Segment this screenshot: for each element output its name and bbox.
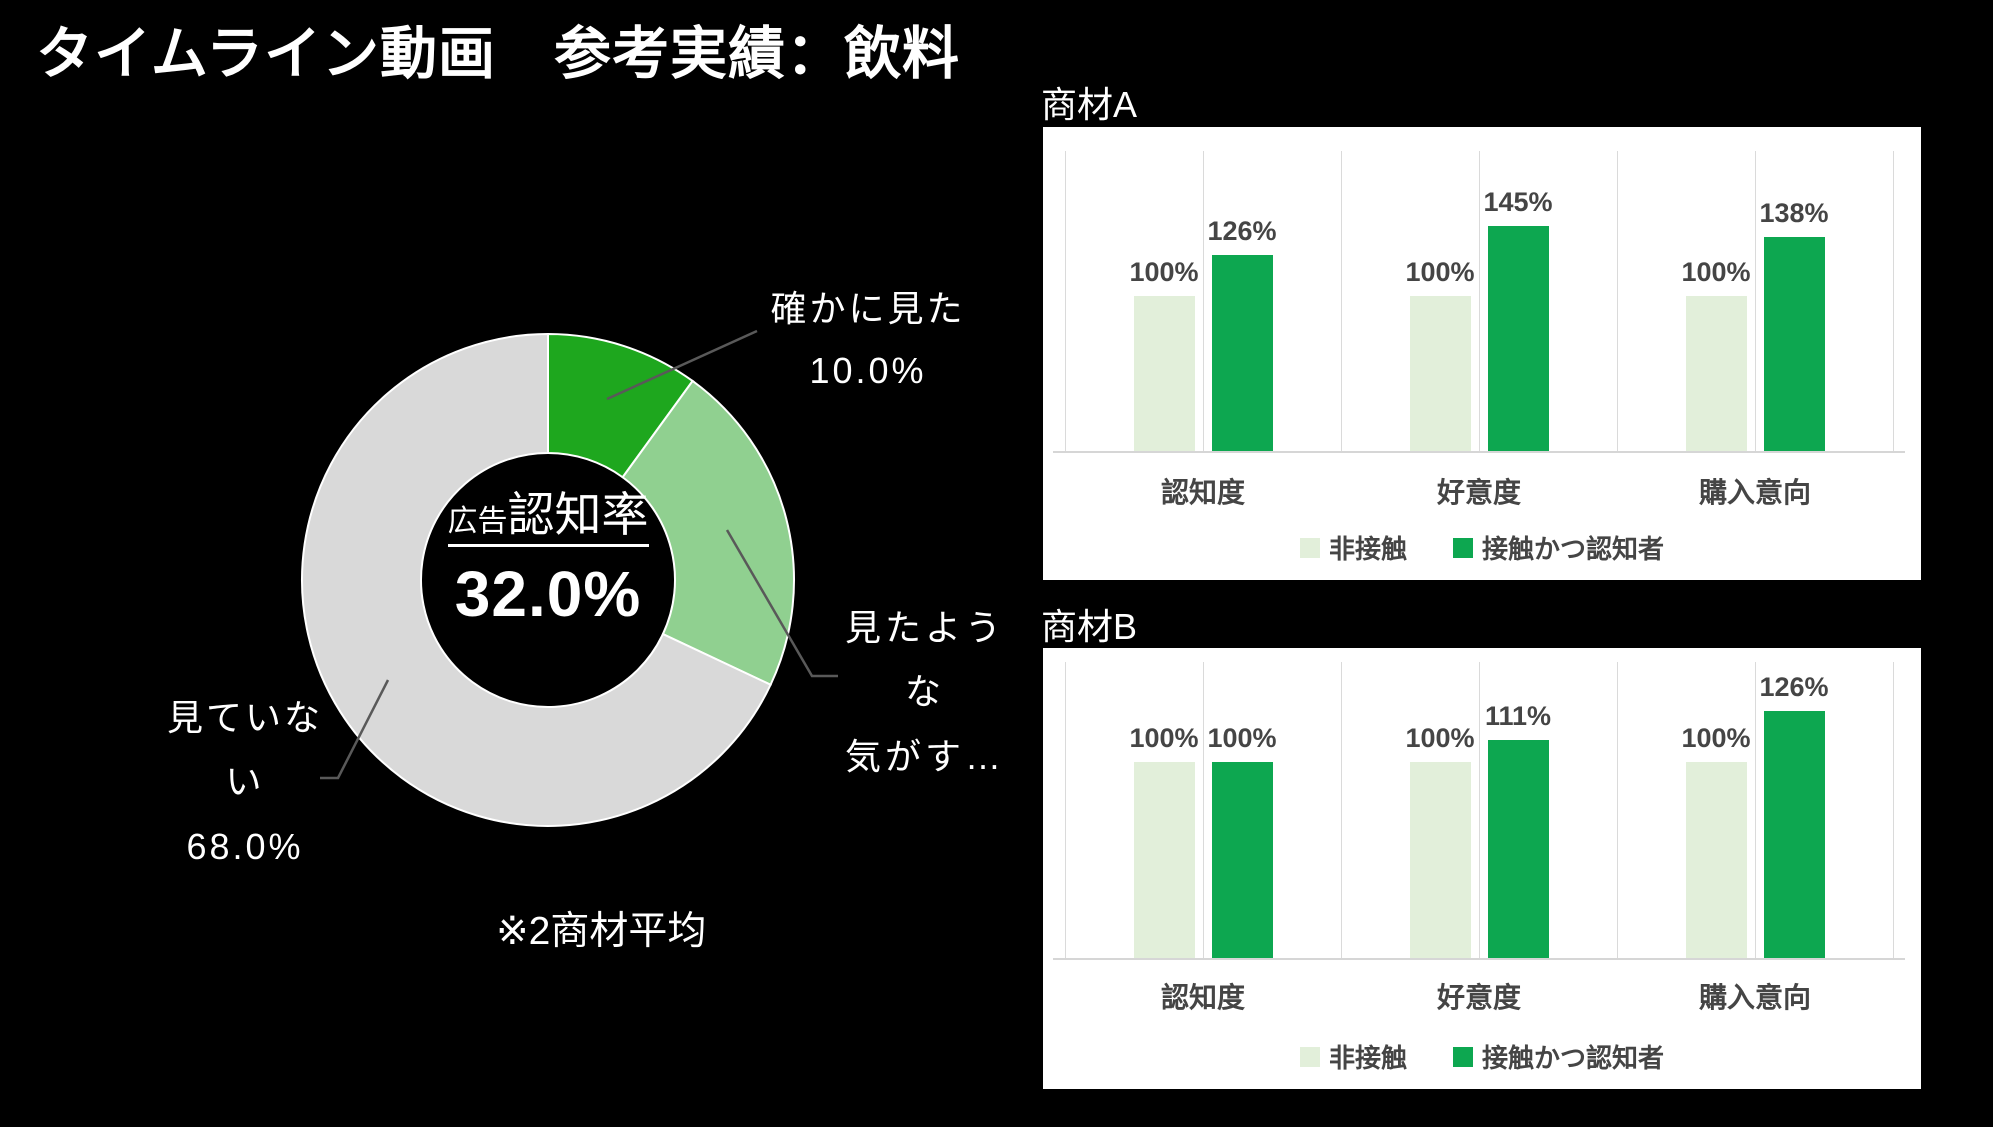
bar-value-label: 100%	[1405, 256, 1475, 287]
bar-exposed	[1763, 711, 1825, 958]
gridline	[1617, 662, 1618, 958]
bar-exposed	[1211, 255, 1273, 451]
gridline	[1203, 151, 1204, 451]
gridline	[1893, 662, 1894, 958]
gridline	[1341, 662, 1342, 958]
bar-value-label: 100%	[1207, 723, 1277, 753]
x-axis-line	[1053, 958, 1905, 960]
bar-control	[1133, 295, 1195, 451]
chart-a-category-axis: 認知度 好意度 購入意向	[1065, 471, 1893, 513]
bar-value-label: 100%	[1681, 256, 1751, 287]
donut-center-label: 広告認知率 32.0%	[398, 490, 698, 631]
chart-a-panel: 100% 126% 100% 145% 100% 138% 認知度 好意度 購入意向 非接触 接…	[1043, 127, 1921, 580]
category-label: 好意度	[1436, 982, 1521, 1013]
bar-exposed	[1763, 236, 1825, 451]
bar-value-label: 100%	[1681, 723, 1751, 753]
bar-control	[1685, 295, 1747, 451]
bar-control	[1685, 762, 1747, 958]
category-label: 購入意向	[1698, 982, 1811, 1013]
legend-item: 非接触	[1299, 529, 1407, 566]
legend-label: 非接触	[1328, 534, 1407, 564]
callout-line: 10.0%	[809, 349, 927, 391]
gridline	[1893, 151, 1894, 451]
donut-callout-seen: 確かに見た 10.0%	[752, 278, 984, 402]
donut-center-title-main: 認知率	[507, 488, 649, 541]
bar-exposed	[1211, 762, 1273, 958]
category-label: 認知度	[1160, 477, 1245, 508]
legend-label: 接触かつ認知者	[1482, 1043, 1665, 1073]
callout-line: い	[225, 761, 265, 803]
category-label: 認知度	[1160, 982, 1245, 1013]
legend-item: 接触かつ認知者	[1453, 1038, 1664, 1075]
legend-label: 非接触	[1328, 1043, 1407, 1073]
chart-a-title: 商材A	[1041, 84, 1138, 125]
chart-a-legend: 非接触 接触かつ認知者	[1043, 529, 1921, 566]
callout-line: 見ていな	[166, 697, 323, 738]
callout-line: 見たよう	[844, 607, 1005, 648]
chart-b-legend: 非接触 接触かつ認知者	[1043, 1038, 1921, 1075]
callout-line: 68.0%	[186, 825, 304, 867]
footnote: ※2商材平均	[496, 910, 707, 953]
bar-value-label: 126%	[1759, 672, 1829, 702]
bar-value-label: 100%	[1405, 723, 1475, 753]
bar-value-label: 145%	[1483, 186, 1553, 217]
bar-exposed	[1487, 740, 1549, 958]
donut-center-title-prefix: 広告	[447, 505, 508, 538]
bar-control	[1409, 762, 1471, 958]
chart-b-panel: 100% 100% 100% 111% 100% 126% 認知度 好意度 購入意向 非接触 接…	[1043, 648, 1921, 1089]
bar-value-label: 126%	[1207, 216, 1277, 247]
legend-swatch	[1299, 537, 1320, 558]
legend-item: 接触かつ認知者	[1453, 529, 1664, 566]
legend-swatch	[1299, 1046, 1320, 1067]
donut-slice-2	[301, 332, 772, 827]
category-label: 購入意向	[1698, 477, 1811, 508]
x-axis-line	[1053, 451, 1905, 453]
gridline	[1203, 662, 1204, 958]
callout-line: 気がす…	[844, 735, 1005, 777]
gridline	[1755, 662, 1756, 958]
legend-label: 接触かつ認知者	[1482, 534, 1665, 564]
gridline	[1065, 662, 1066, 958]
legend-item: 非接触	[1299, 1038, 1407, 1075]
bar-control	[1409, 295, 1471, 451]
gridline	[1065, 151, 1066, 451]
callout-line: な	[904, 671, 945, 713]
chart-b-plot: 100% 100% 100% 111% 100% 126%	[1053, 662, 1905, 960]
slide-title: タイムライン動画 参考実績：飲料	[36, 22, 961, 86]
gridline	[1341, 151, 1342, 451]
gridline	[1755, 151, 1756, 451]
donut-center-value: 32.0%	[454, 558, 642, 631]
bar-exposed	[1487, 225, 1549, 451]
donut-callout-maybe-seen: 見たよう な 気がす…	[834, 596, 1016, 789]
category-label: 好意度	[1436, 477, 1521, 508]
chart-a-plot: 100% 126% 100% 145% 100% 138%	[1053, 151, 1905, 453]
gridline	[1479, 151, 1480, 451]
donut-callout-not-seen: 見ていな い 68.0%	[138, 686, 352, 879]
bar-value-label: 100%	[1129, 723, 1199, 753]
bar-value-label: 111%	[1484, 701, 1552, 732]
legend-swatch	[1453, 1046, 1473, 1067]
donut-center-title: 広告認知率	[447, 488, 649, 548]
legend-swatch	[1453, 537, 1473, 558]
gridline	[1617, 151, 1618, 451]
bar-value-label: 138%	[1759, 197, 1829, 228]
chart-b-category-axis: 認知度 好意度 購入意向	[1065, 976, 1893, 1018]
callout-line: 確かに見た	[770, 288, 966, 329]
gridline	[1479, 662, 1480, 958]
chart-b-title: 商材B	[1041, 606, 1138, 647]
bar-value-label: 100%	[1129, 256, 1199, 287]
bar-control	[1133, 762, 1195, 958]
